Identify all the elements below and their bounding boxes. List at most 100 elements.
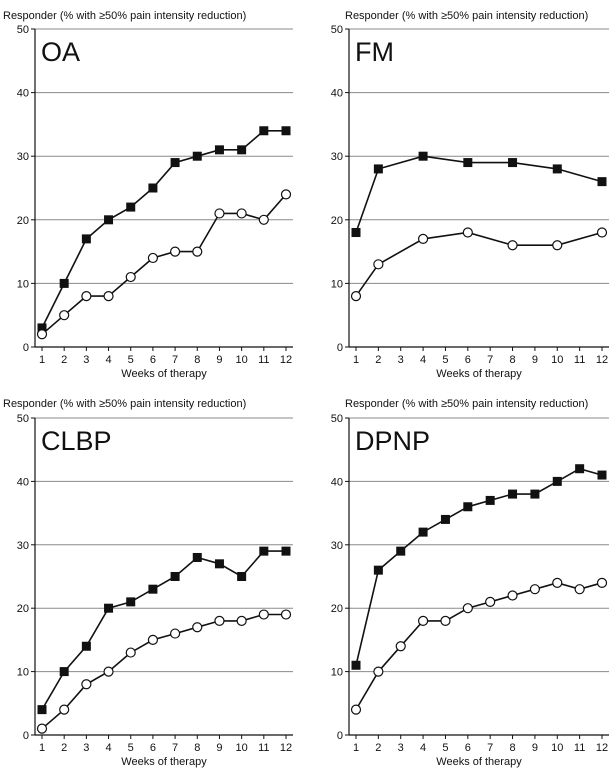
data-point-square — [418, 527, 428, 537]
x-tick-label: 9 — [532, 354, 538, 366]
data-point-circle — [147, 634, 159, 646]
x-tick-label: 12 — [280, 742, 292, 754]
data-point-square — [485, 495, 495, 505]
data-point-circle — [59, 704, 70, 715]
series-filled-square-line — [355, 467, 603, 666]
x-axis-label: Weeks of therapy — [121, 756, 207, 768]
y-axis-label: Responder (% with ≥50% pain intensity re… — [3, 10, 246, 22]
x-tick-label: 10 — [551, 742, 563, 754]
x-tick-label: 9 — [216, 354, 222, 366]
data-point-circle — [552, 240, 563, 251]
data-point-circle — [507, 240, 518, 251]
x-axis-label: Weeks of therapy — [121, 368, 207, 380]
data-point-square — [597, 177, 607, 187]
y-tick-label: 0 — [23, 342, 29, 354]
x-tick-label: 3 — [83, 742, 89, 754]
data-point-square — [281, 126, 291, 136]
x-tick-label: 10 — [551, 354, 563, 366]
data-point-square — [214, 559, 224, 569]
x-tick-label: 1 — [353, 354, 359, 366]
y-tick-label: 10 — [331, 278, 343, 290]
y-tick-label: 50 — [17, 413, 29, 425]
x-tick-label: 11 — [574, 742, 585, 754]
data-point-square — [37, 705, 47, 715]
data-point-circle — [36, 329, 48, 340]
x-tick-label: 6 — [150, 742, 156, 754]
x-tick-label: 3 — [83, 354, 89, 366]
data-point-circle — [280, 609, 292, 620]
data-point-square — [463, 158, 473, 168]
series-filled-square-line — [41, 130, 286, 329]
data-point-circle — [258, 214, 269, 225]
x-tick-label: 3 — [398, 742, 404, 754]
data-point-circle — [147, 252, 159, 264]
y-tick-label: 40 — [331, 88, 343, 100]
data-point-square — [170, 572, 180, 581]
data-point-square — [396, 546, 406, 556]
y-tick-label: 40 — [17, 476, 29, 488]
series-filled-square-line — [41, 550, 286, 711]
y-tick-label: 50 — [331, 24, 343, 36]
data-point-square — [440, 514, 450, 524]
data-point-square — [259, 126, 269, 136]
y-tick-label: 10 — [331, 667, 343, 679]
series-filled-square-line — [355, 155, 603, 233]
data-point-square — [59, 667, 69, 677]
data-point-square — [192, 552, 202, 562]
x-tick-label: 9 — [216, 742, 222, 754]
data-point-circle — [169, 246, 181, 257]
data-point-circle — [125, 647, 136, 658]
x-tick-label: 11 — [258, 742, 269, 754]
x-tick-label: 8 — [509, 354, 515, 366]
data-point-circle — [59, 310, 70, 321]
y-tick-label: 40 — [17, 88, 29, 100]
data-point-circle — [596, 227, 608, 238]
x-tick-label: 7 — [487, 742, 493, 754]
data-point-circle — [373, 259, 384, 270]
panel-title: CLBP — [41, 426, 112, 456]
x-tick-label: 12 — [596, 742, 608, 754]
x-tick-label: 8 — [509, 742, 515, 754]
data-point-circle — [462, 227, 473, 238]
data-point-circle — [81, 679, 92, 690]
data-point-circle — [417, 233, 429, 244]
data-point-circle — [192, 622, 203, 633]
y-tick-label: 30 — [331, 151, 343, 163]
x-tick-label: 12 — [280, 354, 292, 366]
data-point-circle — [103, 291, 114, 302]
data-point-square — [104, 215, 114, 225]
data-point-circle — [485, 596, 496, 607]
x-tick-label: 8 — [194, 742, 200, 754]
x-tick-label: 11 — [574, 354, 585, 366]
data-point-circle — [395, 641, 406, 652]
data-point-square — [418, 151, 428, 161]
data-point-square — [81, 234, 91, 244]
x-tick-label: 5 — [128, 354, 134, 366]
x-tick-label: 3 — [398, 354, 404, 366]
data-point-square — [508, 489, 518, 499]
y-tick-label: 30 — [17, 151, 29, 163]
series-open-circle-line — [41, 193, 287, 335]
x-tick-label: 9 — [532, 742, 538, 754]
data-point-square — [463, 502, 473, 512]
data-point-circle — [462, 603, 473, 614]
data-point-circle — [507, 590, 518, 601]
data-point-circle — [350, 704, 362, 715]
y-tick-label: 0 — [337, 342, 343, 354]
x-tick-label: 4 — [105, 354, 111, 366]
data-point-square — [597, 470, 607, 480]
data-point-square — [575, 464, 585, 474]
y-tick-label: 20 — [331, 603, 343, 615]
data-point-square — [237, 572, 247, 581]
data-point-square — [214, 145, 224, 155]
x-tick-label: 8 — [194, 354, 200, 366]
data-point-circle — [125, 271, 136, 283]
y-tick-label: 30 — [17, 540, 29, 552]
y-axis-label: Responder (% with ≥50% pain intensity re… — [345, 10, 588, 22]
x-tick-label: 2 — [375, 742, 381, 754]
data-point-circle — [258, 609, 269, 620]
y-axis-label: Responder (% with ≥50% pain intensity re… — [345, 398, 588, 410]
x-tick-label: 6 — [465, 742, 471, 754]
data-point-square — [37, 323, 47, 333]
